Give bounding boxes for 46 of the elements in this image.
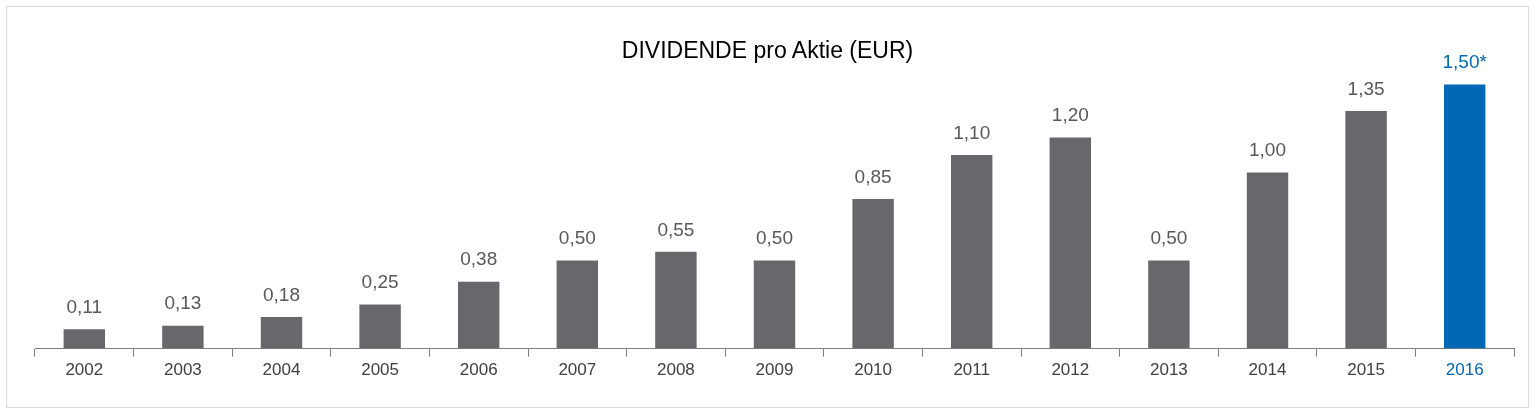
data-label: 0,50 — [756, 227, 793, 249]
data-label: 0,50 — [558, 227, 596, 249]
x-tick-label: 2010 — [854, 360, 893, 380]
data-label: 1,20 — [1051, 104, 1089, 126]
bar — [457, 281, 500, 349]
data-label: 0,18 — [263, 283, 300, 305]
data-label: 1,50* — [1442, 51, 1488, 73]
bar — [1246, 172, 1289, 349]
x-tick-label: 2016 — [1445, 360, 1484, 380]
chart-title: DIVIDENDE pro Aktie (EUR) — [621, 37, 914, 63]
x-tick-label: 2015 — [1347, 360, 1386, 380]
bar — [260, 316, 303, 349]
x-tick-label: 2003 — [163, 360, 202, 380]
x-tick-label: 2005 — [361, 360, 400, 380]
bar — [753, 260, 796, 349]
bar — [852, 199, 894, 349]
data-label: 0,38 — [460, 248, 498, 270]
x-tick-label: 2012 — [1051, 360, 1090, 380]
bar — [950, 155, 993, 349]
data-label: 0,25 — [361, 271, 399, 293]
bar — [1148, 260, 1190, 349]
x-tick-label: 2006 — [459, 360, 498, 380]
bar — [556, 260, 599, 349]
bar — [63, 329, 106, 349]
bar — [162, 325, 204, 349]
bar — [655, 251, 697, 349]
data-label: 0,50 — [1150, 227, 1188, 249]
x-tick-label: 2007 — [558, 360, 597, 380]
data-label: 0,11 — [66, 295, 103, 317]
data-label: 1,00 — [1249, 139, 1286, 161]
data-label: 0,13 — [164, 292, 202, 314]
x-tick-label: 2014 — [1248, 360, 1287, 380]
bar — [1049, 137, 1092, 349]
bar — [359, 304, 401, 349]
bar — [1345, 111, 1387, 349]
x-tick-label: 2013 — [1149, 360, 1188, 380]
data-label: 0,85 — [854, 165, 892, 187]
bar — [1443, 84, 1486, 349]
data-label: 1,35 — [1347, 77, 1385, 99]
data-label: 1,10 — [953, 121, 991, 143]
x-tick-label: 2009 — [755, 360, 794, 380]
x-tick-label: 2008 — [656, 360, 695, 380]
x-tick-label: 2004 — [262, 360, 301, 380]
x-tick-label: 2011 — [953, 360, 990, 380]
x-tick-label: 2002 — [65, 360, 104, 380]
data-label: 0,55 — [657, 218, 695, 240]
